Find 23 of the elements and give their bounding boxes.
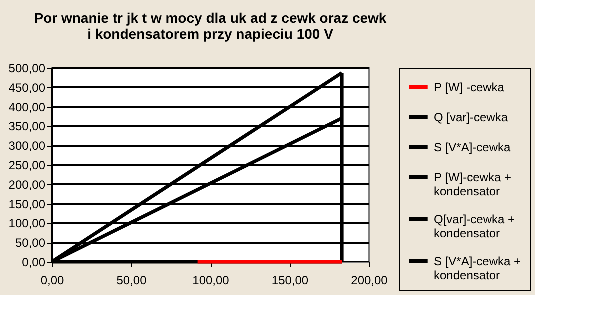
y-tick-label: 100,00	[8, 216, 46, 231]
x-tick-label: 100,00	[192, 274, 230, 288]
x-tick-label: 50,00	[116, 274, 148, 288]
legend-label: P [W] -cewka	[434, 80, 505, 94]
y-tick-label: 0,00	[22, 256, 46, 270]
y-tick-label: 500,00	[8, 62, 46, 76]
x-tick-label: 150,00	[272, 274, 309, 288]
y-tick-label: 400,00	[8, 100, 46, 114]
legend-label: S [V*A]-cewka	[434, 140, 512, 154]
y-tick-label: 450,00	[8, 80, 46, 95]
legend-label: Q [var]-cewka	[434, 110, 508, 124]
y-tick-label: 200,00	[8, 178, 46, 192]
legend-label: S [V*A]-cewka + kondensator	[434, 254, 522, 282]
legend-label: Q[var]-cewka + kondensator	[434, 212, 516, 240]
y-tick-label: 350,00	[8, 120, 46, 134]
y-tick-label: 50,00	[15, 236, 46, 250]
legend-label: P [W]-cewka + kondensator	[434, 170, 512, 198]
y-tick-label: 250,00	[8, 158, 46, 172]
y-tick-label: 150,00	[8, 197, 46, 212]
x-tick-label: 0,00	[40, 274, 64, 288]
chart-title: Por wnanie tr jk t w mocy dla uk ad z cewk oraz cewk i kondensatorem przy napieciu 100 V	[34, 10, 387, 42]
x-tick-label: 200,00	[351, 274, 388, 288]
y-tick-label: 300,00	[8, 139, 46, 154]
